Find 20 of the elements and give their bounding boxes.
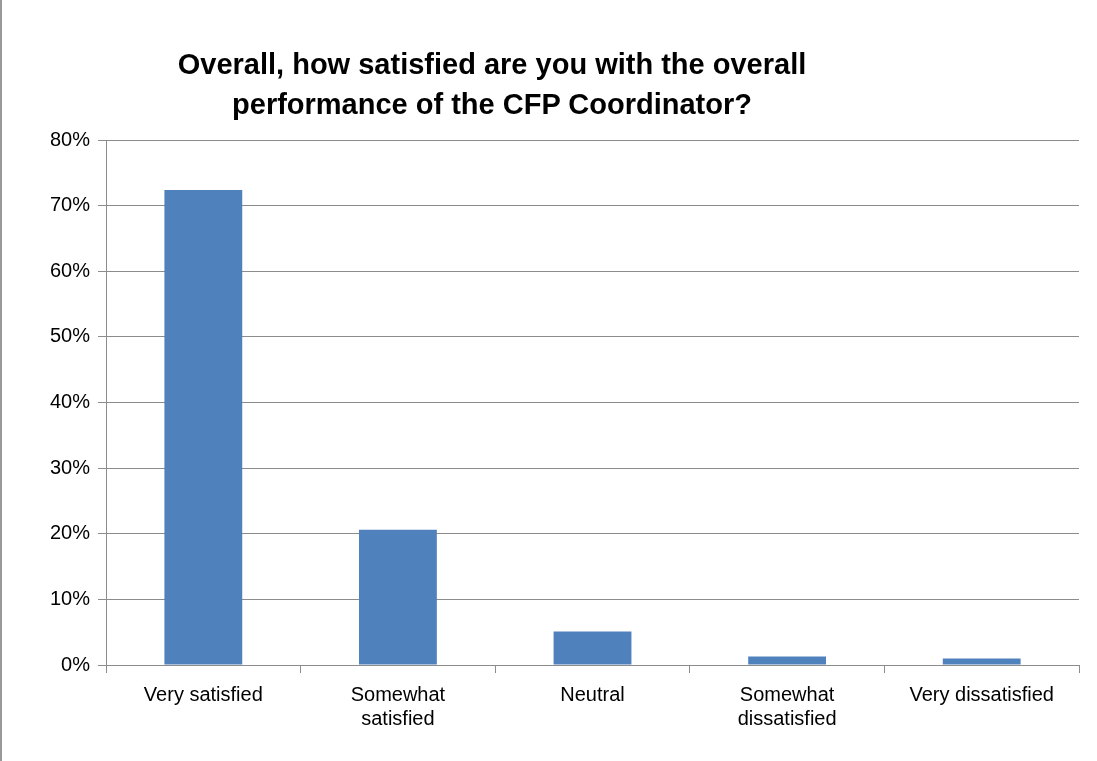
bar <box>942 658 1021 665</box>
chart-title: Overall, how satisfied are you with the overall performance of the CFP Coordinator? <box>176 47 808 122</box>
y-tick-label: 60% <box>50 258 91 281</box>
y-tick-label: 80% <box>50 127 91 150</box>
x-tick-label: Somewhat satisfied <box>350 682 446 729</box>
bar <box>359 529 437 665</box>
y-tick-label: 20% <box>50 521 91 544</box>
y-tick-label: 40% <box>50 390 91 413</box>
x-tick-label: Very dissatisfied <box>909 682 1054 705</box>
y-tick-label: 50% <box>50 324 91 347</box>
x-tick-label: Neutral <box>560 682 625 705</box>
x-tick-label: Somewhat dissatisfied <box>737 682 837 729</box>
bar <box>164 189 243 665</box>
bar <box>553 631 632 665</box>
x-tick-label: Very satisfied <box>143 682 263 705</box>
y-tick-label: 70% <box>50 193 91 216</box>
y-tick-label: 0% <box>61 652 91 675</box>
y-tick-label: 10% <box>50 586 91 609</box>
y-tick-label: 30% <box>50 455 91 478</box>
bar <box>748 656 827 665</box>
